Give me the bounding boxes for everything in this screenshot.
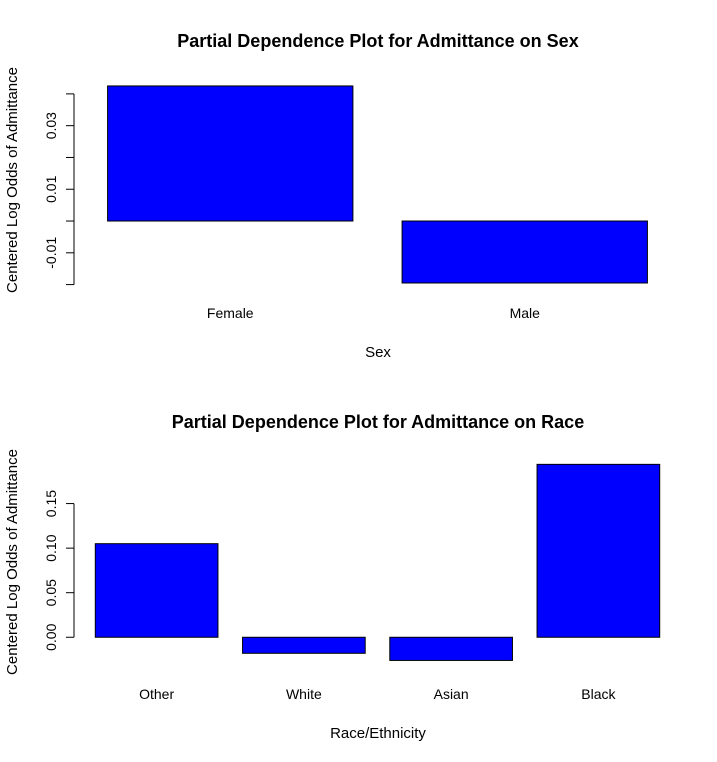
bar-asian: [389, 636, 513, 661]
x-axis-label: Sex: [365, 344, 391, 361]
y-axis-label: Centered Log Odds of Admittance: [4, 67, 21, 293]
y-axis-label: Centered Log Odds of Admittance: [4, 449, 21, 675]
x-tick-label: Other: [139, 686, 174, 702]
chart-title: Partial Dependence Plot for Admittance o…: [172, 412, 584, 432]
x-axis-label: Race/Ethnicity: [330, 725, 426, 742]
y-axis: -0.01 0.01 0.03: [43, 93, 75, 286]
x-tick-label: Female: [207, 305, 254, 321]
y-tick-label: -0.01: [43, 237, 59, 269]
bar-group: [94, 463, 661, 661]
bar-female: [107, 85, 354, 222]
y-tick-label: 0.10: [43, 534, 59, 561]
bar-black: [536, 463, 661, 638]
bar-other: [94, 543, 219, 638]
bar-male: [401, 220, 648, 284]
x-tick-label: Asian: [434, 686, 469, 702]
x-axis-tick-labels: Female Male: [207, 305, 540, 321]
race-chart-panel: Partial Dependence Plot for Admittance o…: [4, 412, 661, 742]
sex-chart-panel: Partial Dependence Plot for Admittance o…: [4, 31, 648, 361]
x-tick-label: White: [286, 686, 322, 702]
y-tick-label: 0.15: [43, 490, 59, 517]
y-tick-label: 0.00: [43, 623, 59, 650]
y-axis: 0.00 0.05 0.10 0.15: [43, 490, 75, 651]
bar-group: [107, 85, 648, 284]
chart-title: Partial Dependence Plot for Admittance o…: [177, 31, 578, 51]
x-tick-label: Black: [581, 686, 616, 702]
y-tick-label: 0.01: [43, 175, 59, 202]
bar-white: [242, 636, 366, 654]
y-tick-label: 0.03: [43, 112, 59, 139]
x-tick-label: Male: [510, 305, 541, 321]
y-tick-label: 0.05: [43, 579, 59, 606]
x-axis-tick-labels: Other White Asian Black: [139, 686, 616, 702]
